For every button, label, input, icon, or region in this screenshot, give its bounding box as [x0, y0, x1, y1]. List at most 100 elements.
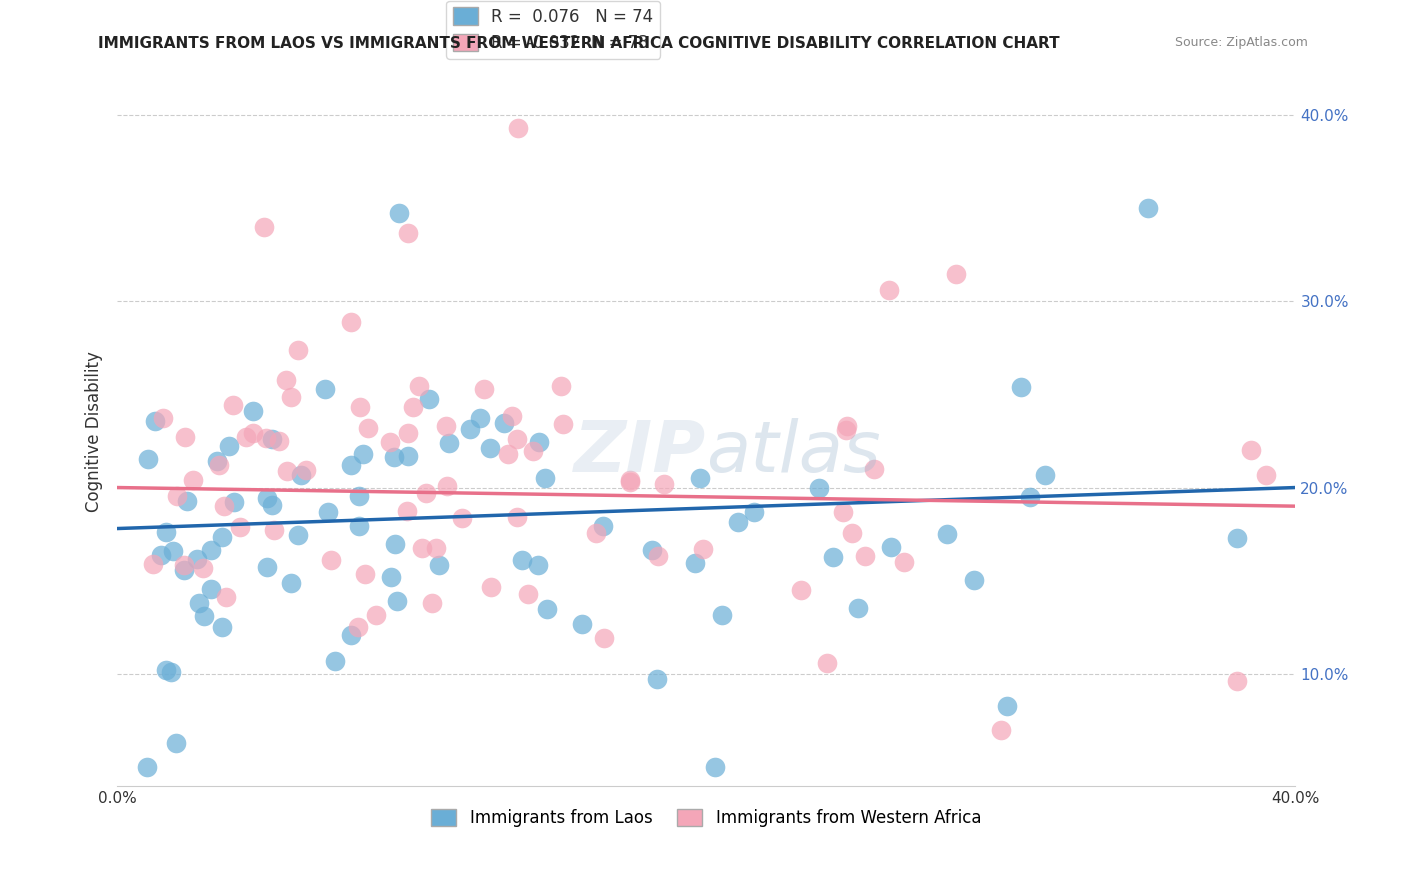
Point: [356, 421, 378, 435]
Point: [221, 398, 243, 412]
Point: [402, 400, 425, 414]
Text: IMMIGRANTS FROM LAOS VS IMMIGRANTS FROM WESTERN AFRICA COGNITIVE DISABILITY CORR: IMMIGRANTS FROM LAOS VS IMMIGRANTS FROM …: [98, 36, 1060, 51]
Point: [592, 519, 614, 533]
Point: [571, 617, 593, 632]
Point: [877, 283, 900, 297]
Point: [505, 432, 527, 446]
Point: [174, 430, 197, 444]
Point: [510, 552, 533, 566]
Point: [479, 580, 502, 594]
Point: [242, 404, 264, 418]
Point: [136, 452, 159, 467]
Point: [652, 477, 675, 491]
Point: [352, 447, 374, 461]
Point: [235, 430, 257, 444]
Point: [1018, 490, 1040, 504]
Point: [183, 473, 205, 487]
Point: [505, 509, 527, 524]
Point: [492, 416, 515, 430]
Point: [323, 654, 346, 668]
Point: [841, 526, 863, 541]
Point: [382, 450, 405, 464]
Point: [472, 382, 495, 396]
Point: [280, 575, 302, 590]
Point: [808, 482, 831, 496]
Point: [550, 379, 572, 393]
Point: [880, 540, 903, 554]
Point: [142, 557, 165, 571]
Point: [347, 519, 370, 533]
Point: [522, 444, 544, 458]
Point: [619, 474, 641, 488]
Text: Source: ZipAtlas.com: Source: ZipAtlas.com: [1174, 36, 1308, 49]
Point: [527, 435, 550, 450]
Point: [135, 760, 157, 774]
Point: [188, 596, 211, 610]
Point: [434, 419, 457, 434]
Point: [821, 550, 844, 565]
Point: [162, 543, 184, 558]
Point: [936, 527, 959, 541]
Text: atlas: atlas: [706, 418, 882, 487]
Point: [790, 582, 813, 597]
Point: [848, 601, 870, 615]
Point: [354, 566, 377, 581]
Point: [340, 315, 363, 329]
Point: [380, 570, 402, 584]
Point: [256, 491, 278, 505]
Point: [166, 489, 188, 503]
Point: [396, 426, 419, 441]
Point: [585, 526, 607, 541]
Point: [173, 558, 195, 572]
Point: [437, 436, 460, 450]
Point: [349, 489, 371, 503]
Point: [835, 419, 858, 434]
Text: ZIP: ZIP: [574, 418, 706, 487]
Point: [727, 515, 749, 529]
Point: [1137, 201, 1160, 215]
Point: [893, 555, 915, 569]
Point: [689, 471, 711, 485]
Point: [159, 665, 181, 679]
Point: [276, 464, 298, 478]
Point: [340, 458, 363, 473]
Point: [211, 620, 233, 634]
Point: [287, 343, 309, 358]
Point: [256, 559, 278, 574]
Point: [420, 596, 443, 610]
Point: [498, 447, 520, 461]
Point: [340, 628, 363, 642]
Point: [242, 426, 264, 441]
Point: [553, 417, 575, 431]
Point: [683, 556, 706, 570]
Point: [995, 699, 1018, 714]
Point: [253, 219, 276, 234]
Point: [262, 499, 284, 513]
Point: [640, 543, 662, 558]
Point: [1225, 531, 1247, 545]
Point: [517, 587, 540, 601]
Point: [165, 736, 187, 750]
Point: [205, 454, 228, 468]
Point: [418, 392, 440, 406]
Point: [645, 672, 668, 686]
Point: [408, 378, 430, 392]
Point: [853, 549, 876, 564]
Point: [425, 541, 447, 555]
Point: [280, 390, 302, 404]
Point: [200, 582, 222, 596]
Point: [149, 548, 172, 562]
Point: [314, 382, 336, 396]
Point: [1033, 467, 1056, 482]
Point: [347, 620, 370, 634]
Point: [451, 511, 474, 525]
Point: [212, 499, 235, 513]
Point: [193, 609, 215, 624]
Point: [501, 409, 523, 424]
Point: [862, 462, 884, 476]
Point: [316, 505, 339, 519]
Point: [207, 458, 229, 473]
Point: [468, 411, 491, 425]
Point: [276, 373, 298, 387]
Point: [536, 601, 558, 615]
